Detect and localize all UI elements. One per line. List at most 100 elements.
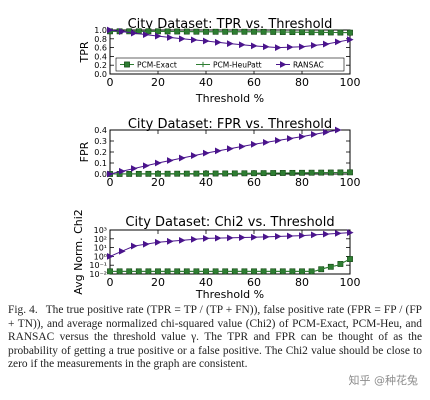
y-tick-label: 10¹ — [94, 244, 107, 253]
data-point — [191, 152, 198, 159]
data-point — [143, 162, 150, 170]
data-point — [289, 268, 295, 274]
x-tick-label: 100 — [340, 176, 361, 189]
legend-entry: RANSAC — [293, 61, 324, 70]
data-point — [289, 29, 295, 35]
data-point — [184, 268, 190, 274]
data-point — [191, 36, 198, 44]
legend-marker — [280, 61, 287, 68]
data-point — [275, 233, 282, 240]
data-point — [155, 171, 161, 177]
data-point — [261, 170, 267, 176]
x-tick-label: 0 — [107, 176, 114, 189]
x-tick-label: 60 — [247, 76, 261, 89]
caption-label: Fig. 4. — [8, 304, 38, 316]
data-point — [222, 29, 228, 35]
data-point — [215, 147, 222, 155]
y-tick-label: 0.0 — [94, 170, 107, 179]
data-point — [203, 37, 210, 45]
data-point — [251, 140, 258, 148]
legend-box — [115, 57, 345, 72]
data-point — [126, 268, 132, 274]
data-point — [309, 170, 315, 176]
data-point — [107, 268, 113, 274]
data-point — [222, 268, 228, 274]
data-point — [155, 32, 162, 40]
data-point — [179, 154, 186, 162]
data-point — [203, 268, 209, 274]
data-point — [167, 34, 174, 41]
data-point — [126, 28, 132, 34]
data-point — [145, 268, 151, 274]
x-tick-label: 80 — [295, 76, 309, 89]
data-point — [263, 138, 270, 146]
data-point — [155, 268, 161, 274]
chart-title: City Dataset: TPR vs. Threshold — [128, 17, 333, 32]
data-point — [347, 256, 353, 262]
data-point — [347, 30, 353, 36]
data-point — [299, 232, 306, 240]
x-tick-label: 20 — [151, 276, 165, 289]
data-point — [145, 28, 151, 34]
data-point — [179, 236, 186, 244]
data-point — [328, 169, 334, 176]
data-point — [270, 170, 276, 176]
data-point — [119, 247, 126, 255]
data-point — [126, 171, 132, 177]
data-point — [179, 35, 186, 43]
x-tick-label: 0 — [107, 76, 114, 89]
x-tick-label: 60 — [247, 176, 261, 189]
data-point — [167, 157, 174, 164]
data-point — [184, 28, 190, 35]
data-point — [275, 137, 282, 144]
data-point — [318, 29, 324, 35]
x-tick-label: 20 — [151, 176, 165, 189]
x-tick-label: 100 — [340, 276, 361, 289]
data-point — [232, 29, 238, 35]
data-point — [107, 170, 114, 178]
data-point — [107, 253, 114, 260]
data-point — [289, 170, 295, 176]
y-tick-label: 0.6 — [94, 44, 107, 53]
data-point — [323, 230, 330, 238]
data-point — [318, 266, 324, 272]
data-point — [287, 135, 294, 142]
data-point — [203, 235, 210, 242]
data-point — [328, 264, 334, 270]
x-tick-label: 40 — [199, 176, 213, 189]
data-point — [323, 128, 330, 136]
data-point — [143, 240, 150, 248]
y-tick-label: 1.0 — [94, 26, 107, 35]
data-point — [215, 234, 222, 242]
data-point — [131, 242, 138, 250]
data-point — [270, 29, 276, 35]
data-point — [232, 170, 238, 177]
y-tick-label: 10² — [94, 235, 107, 244]
data-point — [117, 268, 123, 274]
panel-2: City Dataset: FPR vs. Threshold 0.0 0.1 0.2… — [78, 117, 361, 189]
data-point — [251, 268, 257, 274]
data-point — [335, 229, 342, 237]
data-point — [184, 171, 190, 177]
watermark: 知乎 @种花兔 — [348, 374, 419, 387]
data-point — [263, 43, 270, 51]
data-point — [337, 29, 343, 36]
y-tick-label: 0.4 — [94, 126, 107, 135]
data-point — [251, 42, 258, 50]
x-tick-label: 80 — [295, 276, 309, 289]
data-point — [119, 28, 126, 35]
data-point — [174, 171, 180, 177]
x-tick-label: 40 — [199, 76, 213, 89]
y-tick-label: 10³ — [94, 226, 107, 235]
data-point — [280, 170, 286, 176]
chart-title: City Dataset: FPR vs. Threshold — [128, 117, 332, 132]
y-tick-label: 0.3 — [94, 137, 107, 146]
legend: PCM-Exact PCM-HeuPatt RANSAC — [115, 57, 345, 72]
y-tick-label: 10⁻¹ — [89, 261, 107, 270]
data-point — [299, 170, 305, 176]
y-tick-label: 0.8 — [94, 35, 107, 44]
y-tick-label: 10⁰ — [94, 252, 107, 261]
data-point — [227, 40, 234, 48]
data-point — [309, 268, 315, 274]
data-point — [318, 170, 324, 176]
